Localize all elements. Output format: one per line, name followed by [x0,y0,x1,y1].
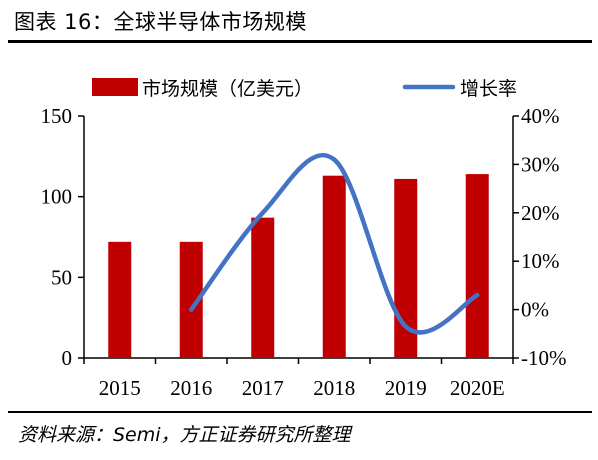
legend-line-label: 增长率 [460,78,517,100]
right-tick-label: -10% [521,346,567,370]
left-tick-label: 0 [62,346,73,370]
x-tick-label: 2020E [450,376,505,400]
x-tick-label: 2018 [313,376,355,400]
bar [322,175,346,358]
growth-rate-line [189,153,480,335]
chart-axes [78,115,519,364]
source-note: 资料来源：Semi，方正证券研究所整理 [18,424,351,446]
bar [394,178,418,358]
title-rule [8,40,592,43]
x-tick-label: 2017 [242,376,284,400]
combo-chart: 0 50 100 150 -10% 0% 10% 20% 30% 40% 2015 2016 2017 2… [41,78,567,400]
left-tick-label: 150 [41,104,73,128]
bar [108,241,132,358]
figure-title: 图表 16：全球半导体市场规模 [14,10,307,34]
tick-labels: 0 50 100 150 -10% 0% 10% 20% 30% 40% 2015 2016 2017 2… [41,104,567,400]
bar-series [108,174,489,358]
x-tick-label: 2019 [385,376,427,400]
legend: 市场规模（亿美元） 增长率 [92,78,517,100]
right-tick-label: 20% [521,201,560,225]
left-tick-label: 50 [51,265,72,289]
bar [465,174,489,358]
right-tick-label: 30% [521,152,560,176]
source-rule [8,411,592,413]
line-series [189,153,480,335]
legend-bar-swatch [92,78,138,96]
right-tick-label: 0% [521,298,549,322]
right-tick-label: 10% [521,249,560,273]
right-tick-label: 40% [521,104,560,128]
bar [251,217,275,358]
x-tick-label: 2016 [170,376,212,400]
bar [179,241,203,358]
left-tick-label: 100 [41,185,73,209]
x-tick-label: 2015 [99,376,141,400]
legend-bar-label: 市场规模（亿美元） [142,78,313,100]
